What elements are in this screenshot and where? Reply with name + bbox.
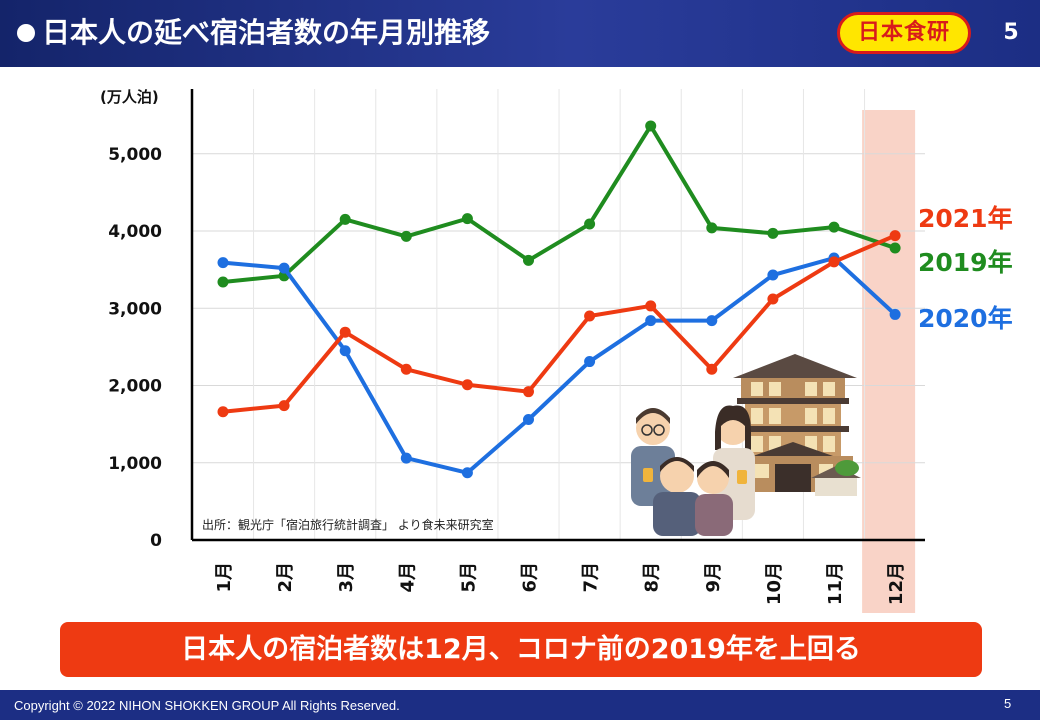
y-tick-label: 2,000: [108, 377, 162, 397]
data-point: [584, 310, 596, 322]
data-point: [461, 213, 473, 225]
highlight-band: [862, 110, 916, 613]
header-bar: 日本人の延べ宿泊者数の年月別推移 日本食研 5: [0, 0, 1040, 67]
series-line: [222, 123, 896, 284]
page-number: 5: [1003, 20, 1019, 45]
x-tick-label: 11月: [825, 562, 846, 605]
data-point: [828, 256, 840, 268]
x-tick-label: 7月: [581, 562, 602, 593]
company-logo: 日本食研: [837, 12, 971, 54]
x-tick-label: 5月: [458, 562, 479, 593]
x-tick-labels: 1月 2月 3月 4月 5月 6月 7月 8月 9月 10月 11月 12月: [214, 562, 907, 605]
copyright-text: Copyright © 2022 NIHON SHOKKEN GROUP All…: [14, 698, 400, 713]
data-point: [645, 315, 657, 327]
data-point: [400, 452, 412, 464]
y-tick-label: 1,000: [108, 454, 162, 474]
data-point: [278, 400, 290, 412]
series-line: [222, 233, 896, 414]
data-point: [706, 222, 718, 234]
data-point: [889, 308, 901, 320]
data-point: [217, 257, 229, 269]
family-icon: [631, 405, 755, 536]
data-point: [523, 413, 534, 425]
x-tick-label: 6月: [520, 562, 541, 593]
data-point: [339, 345, 351, 357]
data-point: [523, 386, 534, 398]
data-point: [400, 363, 412, 375]
data-point: [706, 315, 718, 327]
data-point: [461, 379, 473, 391]
y-tick-labels: 0 1,000 2,000 3,000 4,000 5,000: [108, 145, 162, 551]
data-point: [584, 218, 596, 230]
footer-page-number: 5: [1004, 696, 1012, 711]
page-title: 日本人の延べ宿泊者数の年月別推移: [42, 16, 491, 49]
data-point: [584, 356, 596, 368]
data-point: [828, 221, 840, 233]
data-point: [461, 467, 473, 479]
x-tick-label: 12月: [886, 562, 907, 605]
data-point: [889, 230, 901, 242]
x-tick-label: 9月: [703, 562, 724, 593]
data-point: [217, 406, 229, 418]
x-tick-label: 1月: [214, 562, 235, 593]
x-tick-label: 3月: [336, 562, 357, 593]
x-tick-label: 8月: [642, 562, 663, 593]
data-point: [767, 227, 779, 239]
x-tick-label: 4月: [397, 562, 418, 593]
data-point: [889, 242, 901, 254]
series-label: 2020年: [918, 304, 1013, 333]
data-point: [523, 254, 534, 266]
data-point: [706, 363, 718, 375]
series-label: 2019年: [918, 248, 1013, 277]
y-tick-label: 5,000: [108, 145, 162, 165]
data-point: [400, 230, 412, 242]
data-point: [278, 262, 290, 274]
ryokan-family-illustration: [631, 354, 861, 536]
line-chart: (万人泊) 0 1,000 2,000 3,000 4,000 5,000 1月 2月 3月 4…: [100, 88, 1013, 613]
y-tick-label: 0: [150, 531, 162, 551]
source-note: 出所：観光庁「宿泊旅行統計調査」 より食未来研究室: [202, 517, 494, 532]
series-lines: [217, 120, 901, 479]
series-label: 2021年: [918, 204, 1013, 233]
data-point: [217, 276, 229, 288]
ryokan-building-icon: [733, 354, 861, 496]
series-line: [222, 256, 897, 475]
conclusion-banner: 日本人の宿泊者数は12月、コロナ前の2019年を上回る: [60, 622, 982, 677]
data-point: [339, 213, 351, 225]
y-axis-unit-label: (万人泊): [100, 88, 159, 106]
y-tick-label: 3,000: [108, 299, 162, 319]
data-point: [767, 293, 779, 305]
x-tick-label: 2月: [275, 562, 296, 593]
data-point: [339, 326, 351, 338]
bullet-icon: [17, 24, 35, 42]
x-tick-label: 10月: [764, 562, 785, 605]
y-tick-label: 4,000: [108, 222, 162, 242]
series-labels: 2019年 2020年 2021年: [918, 204, 1013, 333]
data-point: [767, 269, 779, 281]
data-point: [645, 300, 657, 312]
footer-bar: Copyright © 2022 NIHON SHOKKEN GROUP All…: [0, 690, 1040, 720]
data-point: [645, 120, 657, 132]
